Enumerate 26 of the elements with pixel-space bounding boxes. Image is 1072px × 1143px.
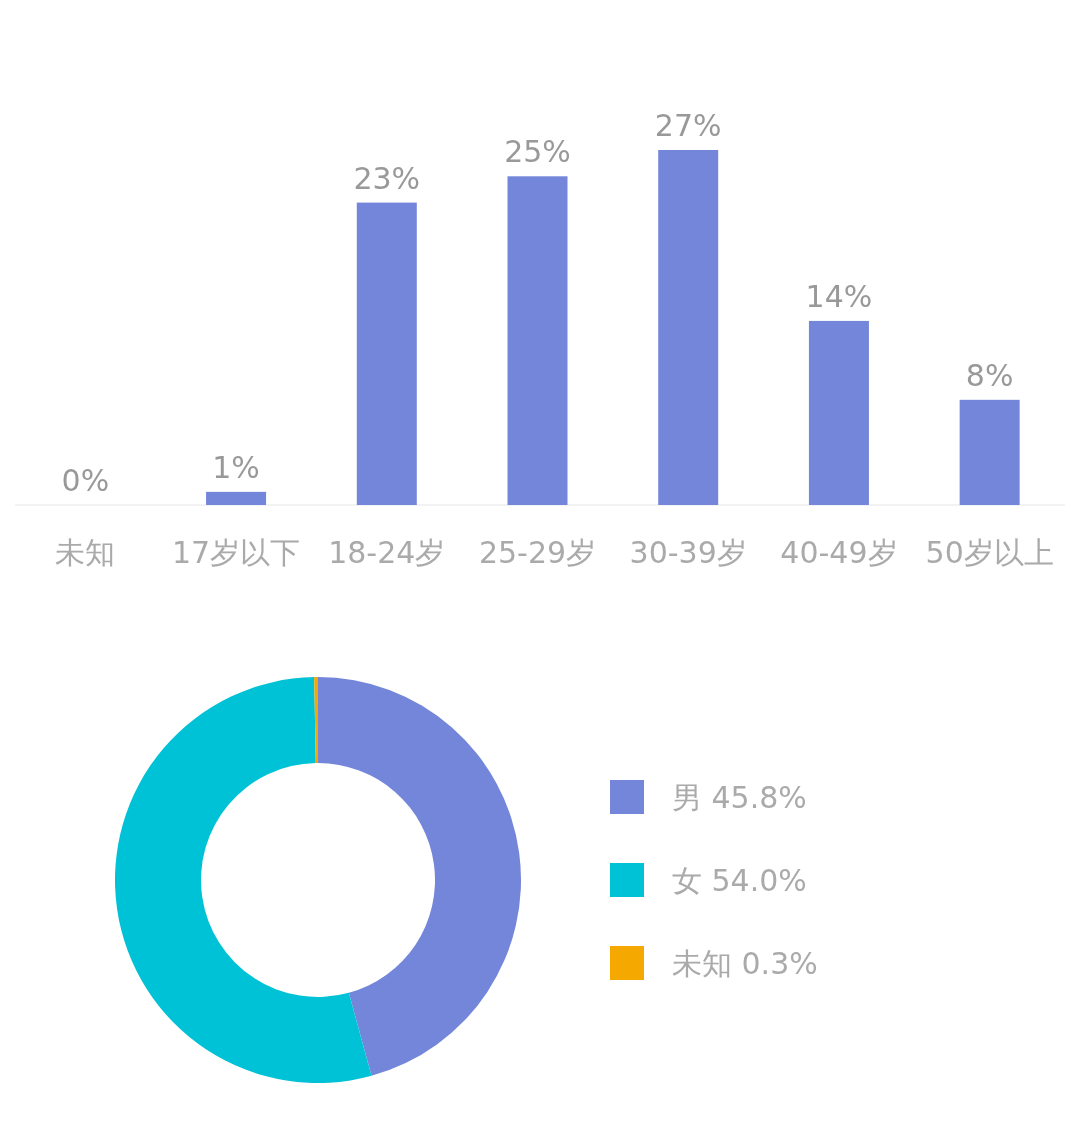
bar <box>507 176 568 505</box>
x-tick-label: 17岁以下 <box>171 535 301 570</box>
bar <box>356 202 417 505</box>
legend-label: 男 45.8% <box>672 780 807 815</box>
data-label: 23% <box>353 160 421 196</box>
bar <box>808 320 869 505</box>
x-tick-label: 40-49岁 <box>780 535 898 570</box>
x-tick-label: 50岁以上 <box>925 535 1054 570</box>
legend-label: 女 54.0% <box>672 863 807 898</box>
x-tick-label: 30-39岁 <box>629 535 747 570</box>
bar <box>206 491 267 505</box>
data-label: 25% <box>504 134 571 170</box>
donut-slice <box>314 677 318 764</box>
data-label: 8% <box>965 357 1014 393</box>
legend-label: 未知 0.3% <box>672 946 818 981</box>
x-tick-label: 25-29岁 <box>478 535 597 570</box>
data-label: 0% <box>61 463 110 498</box>
x-tick-label: 未知 <box>55 535 116 570</box>
donut-slice <box>115 677 372 1083</box>
x-tick-label: 18-24岁 <box>328 535 446 570</box>
bar <box>658 150 719 505</box>
data-label: 14% <box>805 278 873 314</box>
donut-slice <box>318 677 521 1076</box>
data-label: 27% <box>654 108 722 143</box>
bar <box>959 399 1020 505</box>
data-label: 1% <box>212 449 260 485</box>
